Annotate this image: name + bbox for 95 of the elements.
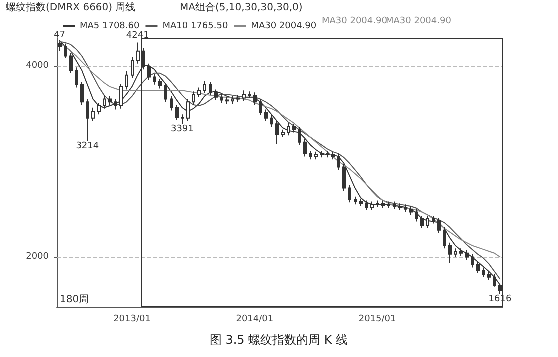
candlestick [454,248,457,258]
candlestick [398,203,402,211]
candlestick [381,200,385,209]
candlestick [487,271,491,281]
candlestick [220,94,223,104]
candlestick [86,98,89,142]
candlestick [393,201,396,210]
candlestick [303,138,307,158]
candlestick [471,254,474,268]
legend-label: MA10 1765.50 [162,22,228,32]
x-tick-label: 2013/01 [114,314,151,324]
candlestick [275,120,279,145]
legend-label: MA5 1708.60 [80,22,140,32]
candlestick [136,42,140,64]
annotation: 4241 [126,31,150,42]
candlestick [236,94,240,103]
y-tick-label: 2000 [26,252,50,262]
candlestick [131,56,134,79]
candlestick [443,227,446,250]
candlestick [465,250,469,261]
candlestick [214,89,218,101]
candlestick [420,216,424,229]
candlestick [108,96,112,106]
candlestick [309,150,312,160]
candlestick [459,248,463,257]
candlestick [125,71,128,90]
candlestick [147,63,151,81]
x-tick-label: 2015/01 [358,314,396,324]
candlestick [326,150,329,158]
candlestick [437,217,441,234]
y-tick-label: 4000 [26,60,50,71]
candlestick [348,184,351,204]
candlestick [432,216,435,224]
candlestick [314,151,318,160]
candlestick [365,200,368,211]
candlestick [370,201,374,211]
candlestick [292,124,296,134]
candlestick [331,151,335,160]
candlestick [75,67,78,88]
candlestick [248,91,251,99]
candlestick [142,48,145,70]
candlestick [354,196,357,206]
candlestick [242,90,246,102]
candlestick [91,107,95,122]
candlestick [170,96,173,112]
text: MA30 2004.90 [322,16,388,26]
candlestick [119,83,123,110]
candlestick [253,92,257,106]
candlestick [69,52,73,74]
candlestick [476,262,480,274]
candlestick [387,201,390,209]
text: 图 3.5 螺纹指数的周 K 线 [210,333,348,347]
candlestick [197,87,201,98]
candlestick [298,126,301,146]
text: MA组合(5,10,30,30,30,0) [180,2,303,14]
candlestick [337,153,340,171]
candlestick [203,80,206,94]
candlestick [164,82,167,103]
candlestick [181,114,184,125]
candlestick [287,122,290,136]
candlestick [225,96,229,105]
legend-label: MA30 2004.90 [251,22,317,32]
candlestick [482,267,485,278]
candlestick [448,242,452,264]
annotation: 47 [54,30,66,41]
candlestick [186,98,190,122]
candlestick [404,204,407,213]
candlestick [231,96,234,105]
candlestick [264,109,268,122]
candlestick [342,164,346,192]
candlestick [153,74,156,86]
candlestick [64,43,67,59]
text: MA30 2004.90 [386,16,452,26]
candlestick [259,98,262,116]
candlestick [320,150,324,158]
candlestick [158,78,162,90]
annotation: 180周 [60,294,90,306]
x-tick-label: 2014/01 [236,314,274,324]
candlestick [409,206,413,216]
candlestick [270,115,273,128]
candlestick [376,200,379,208]
candlestick [281,129,285,138]
candlestick [114,98,117,110]
candlestick [97,102,101,116]
annotation: 3214 [76,142,100,152]
candlestick [103,94,106,110]
text: 螺纹指数(DMRX 6660) 周线 [6,2,136,14]
candlestick [209,82,212,96]
candlestick [192,91,195,106]
candlestick [80,82,84,106]
candlestick [359,198,363,207]
annotation: 3391 [170,124,194,135]
candlestick [426,216,429,229]
candlestick [415,208,418,222]
candlestick [175,104,179,121]
